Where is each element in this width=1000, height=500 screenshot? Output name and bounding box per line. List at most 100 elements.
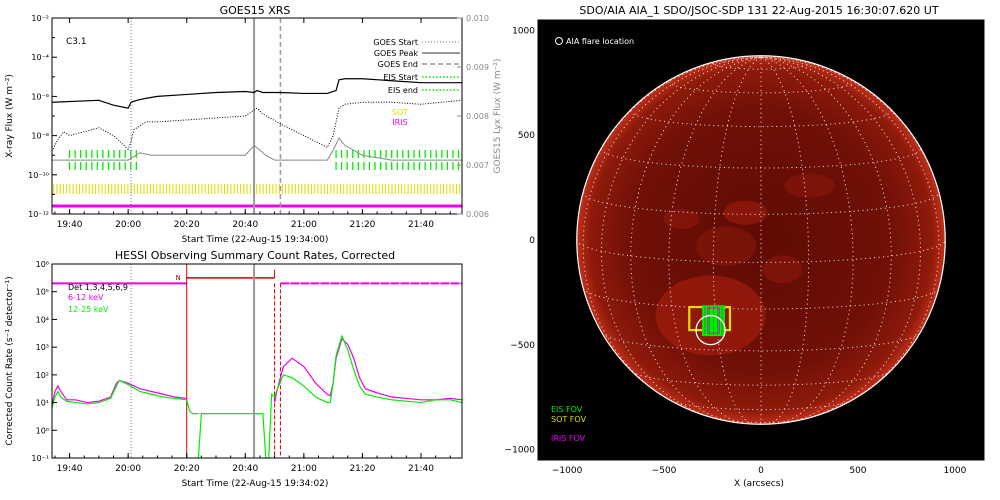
hessi-y-tick-label: 10⁻¹	[31, 454, 49, 463]
goes-x-tick-label: 20:00	[115, 220, 141, 230]
active-region-glow	[696, 226, 757, 267]
goes-y-tick-label: 10⁻⁴	[31, 53, 49, 62]
hessi-12-25kev-line	[51, 379, 199, 415]
aia-x-axis: −1000 −500 0 500 1000	[552, 455, 967, 476]
aia-y-axis: 1000 500 0 −500 −1000	[505, 26, 543, 456]
hessi-y-tick-label: 10²	[36, 371, 49, 380]
hessi-legend: Det 1,3,4,5,6,96-12 keV 12-25 keV	[68, 283, 128, 314]
aia-x-tick-label: 1000	[943, 466, 966, 476]
aia-y-tick-label: −1000	[505, 446, 536, 456]
aia-title: SDO/AIA AIA_1 SDO/JSOC-SDP 131 22-Aug-20…	[579, 4, 938, 17]
goes-x-tick-label: 21:00	[291, 220, 317, 230]
hessi-y-tick-label: 10⁶	[36, 260, 49, 269]
iris-fov-box	[707, 307, 720, 334]
solar-limb	[576, 55, 946, 425]
goes-y2-tick-label: 0.007	[466, 161, 489, 170]
aia-image-panel: SDO/AIA AIA_1 SDO/JSOC-SDP 131 22-Aug-20…	[505, 4, 985, 489]
latitude-line	[719, 419, 803, 423]
aia-y-tick-label: −500	[510, 341, 535, 351]
lyman-alpha-line	[52, 137, 462, 161]
aia-flare-legend: AIA flare location	[555, 37, 634, 46]
latitude-line	[671, 400, 851, 411]
goes-y2-tick-label: 0.010	[466, 14, 489, 23]
goes-xlabel: Start Time (22-Aug-15 19:34:00)	[182, 235, 329, 245]
hessi-title: HESSI Observing Summary Count Rates, Cor…	[115, 249, 395, 262]
hessi-xlabel: Start Time (22-Aug-15 19:34:02)	[182, 479, 329, 489]
active-region-glow	[762, 255, 803, 284]
goes-x-tick-label: 21:40	[408, 220, 434, 230]
aia-x-tick-label: 0	[758, 466, 764, 476]
hessi-x-tick-label: 20:00	[115, 464, 141, 474]
hessi-x-tick-label: 21:00	[291, 464, 317, 474]
sun-disk	[576, 55, 946, 425]
goes-legend-label: GOES End	[378, 60, 418, 69]
goes-short-channel-line	[51, 99, 463, 152]
heliographic-grid	[576, 56, 946, 425]
active-region-glow	[784, 173, 835, 198]
hessi-x-axis: 19:40 20:00 20:20 20:40 21:00 21:20 21:40	[54, 453, 451, 474]
goes-x-tick-label: 19:40	[57, 220, 83, 230]
hessi-y-tick-label: 10⁴	[36, 315, 49, 324]
aia-x-tick-label: −500	[652, 466, 677, 476]
goes-y2-tick-label: 0.008	[466, 112, 489, 121]
latitude-line	[668, 81, 854, 94]
aia-y-tick-label: 0	[529, 236, 535, 246]
goes-legend-sot: SOT	[392, 108, 408, 117]
hessi-legend-6-12kev: 6-12 keV	[68, 293, 104, 302]
hessi-x-tick-label: 21:40	[408, 464, 434, 474]
hessi-x-tick-label: 20:40	[232, 464, 258, 474]
active-region-glow	[663, 209, 700, 230]
hessi-12-25kev-line	[197, 413, 269, 459]
eis-coverage	[68, 150, 460, 170]
goes-long-channel-line	[51, 78, 462, 109]
goes-y-tick-label: 10⁻²	[31, 14, 49, 23]
aia-y-tick-label: 500	[518, 131, 535, 141]
hessi-6-12kev-line	[273, 337, 463, 403]
hessi-y-tick-label: 10³	[36, 343, 49, 352]
goes-x-tick-label: 20:40	[232, 220, 258, 230]
aia-x-tick-label: −1000	[552, 466, 583, 476]
iris-fov-label: IRIS FOV	[551, 434, 586, 443]
goes-title: GOES15 XRS	[220, 4, 291, 17]
goes-y-axis: 10⁻² 10⁻⁴ 10⁻⁶ 10⁻⁸ 10⁻¹⁰ 10⁻¹²	[28, 14, 57, 219]
goes-y2-tick-label: 0.009	[466, 63, 489, 72]
aia-xlabel: X (arcsecs)	[734, 479, 784, 489]
goes-legend: GOES Start GOES Peak GOES End EIS Start EIS …	[373, 38, 460, 127]
flare-location-icon	[555, 37, 563, 45]
hessi-legend-detectors: Det 1,3,4,5,6,9	[68, 283, 128, 292]
hessi-x-tick-label: 20:20	[174, 464, 200, 474]
flare-location-circle	[695, 314, 726, 346]
hessi-x-tick-label: 19:40	[57, 464, 83, 474]
hessi-y-tick-label: 10⁵	[36, 288, 49, 297]
goes-y2label: GOES15 Lyx Flux (W m⁻²)	[493, 59, 503, 174]
hessi-legend-12-25kev: 12-25 keV	[68, 305, 109, 314]
active-region-glow	[723, 200, 768, 225]
goes-y-tick-label: 10⁻⁸	[31, 132, 49, 141]
latitude-line	[582, 192, 940, 215]
night-marker: N	[175, 274, 180, 282]
eis-fov-label: EIS FOV	[551, 405, 583, 414]
goes-legend-label: EIS end	[388, 86, 418, 95]
hessi-12-25kev-line	[268, 334, 463, 459]
goes-legend-label: GOES Start	[373, 38, 418, 47]
goes-y2-tick-label: 0.006	[466, 210, 489, 219]
goes-x-axis: 19:40 20:00 20:20 20:40 21:00 21:20 21:40	[54, 18, 451, 230]
goes-x-tick-label: 21:20	[349, 220, 375, 230]
hessi-ylabel: Corrected Count Rate (s⁻¹ detector⁻¹)	[5, 276, 15, 445]
goes-ylabel: X-ray Flux (W m⁻²)	[5, 74, 15, 158]
fov-legend: EIS FOV SOT FOV IRIS FOV	[551, 405, 587, 443]
hessi-x-tick-label: 21:20	[349, 464, 375, 474]
aia-x-tick-label: 500	[849, 466, 866, 476]
longitude-line	[600, 56, 762, 420]
goes-y-tick-label: 10⁻¹²	[28, 210, 49, 219]
goes-legend-label: EIS Start	[383, 73, 418, 82]
sot-coverage	[53, 184, 461, 194]
aia-y-tick-label: 1000	[512, 26, 535, 36]
goes-plot-area	[51, 18, 463, 214]
sot-fov-label: SOT FOV	[551, 415, 587, 424]
goes-x-tick-label: 20:20	[174, 220, 200, 230]
hessi-plot-frame	[51, 263, 463, 459]
flare-location-label: AIA flare location	[566, 37, 634, 46]
hessi-y-tick-label: 10⁰	[36, 426, 49, 435]
